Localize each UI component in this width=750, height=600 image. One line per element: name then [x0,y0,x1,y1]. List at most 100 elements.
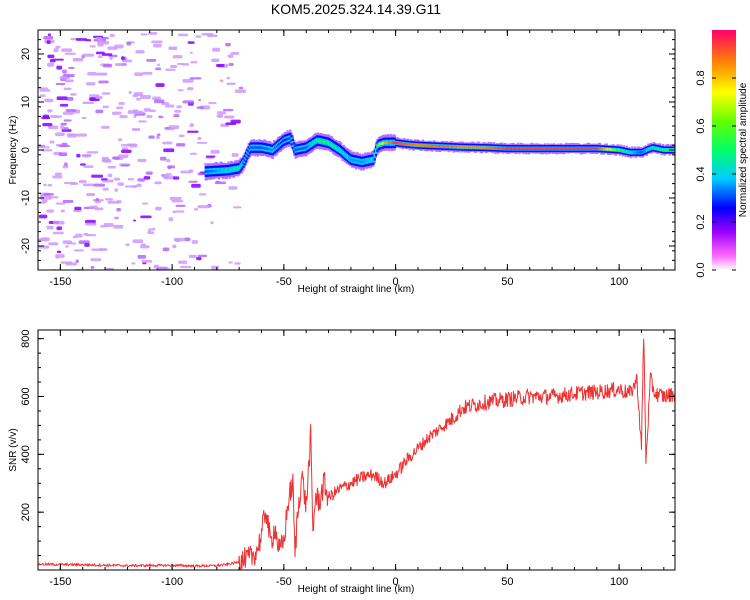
spectrogram-ytick-label: 10 [20,96,32,108]
spectrogram-noise-cell [81,116,87,119]
spectrogram-ridge-core [487,146,490,149]
spectrogram-noise-cell [39,89,51,92]
spectrogram-noise-cell [58,152,68,157]
spectrogram-ridge-core [207,170,210,173]
spectrogram-noise-cell [210,221,214,225]
spectrogram-ridge-core [333,145,336,148]
spectrogram-ridge-core [352,158,355,162]
spectrogram-ridge-core [306,145,309,148]
spectrogram-ridge-core [574,147,577,150]
chart-title: KOM5.2025.324.14.39.G11 [271,1,441,17]
spectrogram-noise-cell [120,144,132,147]
spectrogram-ridge-core [220,169,223,172]
spectrogram-ridge-core [637,151,640,154]
spectrogram-ridge-core [613,148,616,151]
spectrogram-noise-cell [189,77,202,80]
spectrogram-noise-cell [63,119,72,122]
spectrogram-ridge-core [470,146,473,149]
spectrogram-ridge-core [409,143,413,146]
spectrogram-ridge-core [653,146,657,150]
spectrogram-noise-cell [155,206,162,211]
spectrogram-noise-cell [42,122,53,127]
spectrogram-ridge-core [619,148,622,152]
spectrogram-ridge-core [235,167,238,170]
spectrogram-ridge-core [496,146,500,150]
spectrogram-ridge-core [366,159,370,162]
spectrogram-ridge-core [657,147,661,151]
snr-xlabel: Height of straight line (km) [298,584,415,595]
spectrogram-noise-cell [173,114,180,118]
spectrogram-ridge-core [326,141,329,144]
spectrogram-ridge-core [597,147,600,150]
spectrogram-noise-cell [52,175,63,179]
spectrogram-noise-cell [233,206,242,209]
spectrogram-ridge-core [275,145,278,148]
spectrogram-ridge-core [350,158,354,161]
spectrogram-noise-cell [95,109,104,114]
spectrogram-noise-cell [162,141,173,145]
spectrogram-noise-cell [228,261,233,264]
spectrogram-noise-cell [109,56,113,60]
spectrogram-noise-cell [197,254,208,258]
spectrogram-ridge-core [259,146,262,149]
spectrogram-noise-cell [133,219,137,222]
spectrogram-noise-cell [234,89,246,93]
spectrogram-ridge-core [649,147,653,150]
spectrogram-noise-cell [172,210,177,214]
spectrogram-noise-cell [197,205,210,209]
spectrogram-ridge-core [211,169,214,173]
spectrogram-ridge-core [479,146,482,149]
spectrogram-noise-cell [55,82,66,86]
spectrogram-noise-cell [64,52,76,55]
spectrogram-noise-cell [201,33,214,36]
spectrogram-noise-cell [224,115,235,119]
spectrogram-ridge-core [492,146,496,150]
spectrogram-ridge-core [431,144,434,148]
spectrogram-ridge-core [604,147,607,151]
spectrogram-noise-cell [62,164,69,169]
spectrogram-noise-cell [86,151,99,154]
spectrogram-ridge-core [424,144,427,147]
spectrogram-ridge-core [624,150,627,153]
spectrogram-noise-cell [238,86,244,90]
spectrogram-noise-cell [155,67,162,71]
spectrogram-ridge-core [340,149,343,153]
spectrogram-ridge-core [357,160,360,163]
spectrogram-noise-cell [189,123,194,128]
spectrogram-ridge-core [502,147,505,150]
spectrogram-xtick-label: -150 [49,276,71,288]
spectrogram-noise-cell [195,35,202,38]
spectrogram-noise-cell [97,55,103,59]
spectrogram-ridge-core [534,147,537,150]
spectrogram-ridge-core [302,146,305,150]
spectrogram-ridge-core [564,147,567,150]
spectrogram-noise-cell [182,79,194,83]
spectrogram-ridge-core [501,147,504,150]
spectrogram-ridge-core [608,148,611,151]
spectrogram-ytick-label: 0 [20,147,32,153]
spectrogram-ridge-core [392,141,395,144]
spectrogram-ridge-core [240,163,244,166]
spectrogram-noise-cell [60,209,65,213]
spectrogram-ridge-core [286,137,289,141]
spectrogram-ridge-core [482,146,485,149]
spectrogram-noise-cell [82,183,95,187]
spectrogram-noise-cell [47,33,52,37]
spectrogram-ridge-core [441,145,445,148]
spectrogram-ridge-core [554,147,557,150]
spectrogram-noise-cell [113,177,121,181]
spectrogram-ridge-core [530,147,533,150]
spectrogram-noise-cell [140,215,152,219]
spectrogram-noise-cell [55,132,65,137]
spectrogram-ridge-core [429,144,433,147]
spectrogram-ridge-core [529,147,532,150]
spectrogram-ridge-core [273,147,276,151]
spectrogram-noise-cell [65,109,77,112]
spectrogram-noise-cell [95,95,103,100]
spectrogram-noise-cell [101,158,111,163]
spectrogram-ridge-core [361,160,364,164]
spectrogram-noise-cell [165,68,176,71]
spectrogram-noise-cell [208,101,217,105]
spectrogram-ridge-core [354,159,358,162]
spectrogram-ridge-core [621,149,624,152]
